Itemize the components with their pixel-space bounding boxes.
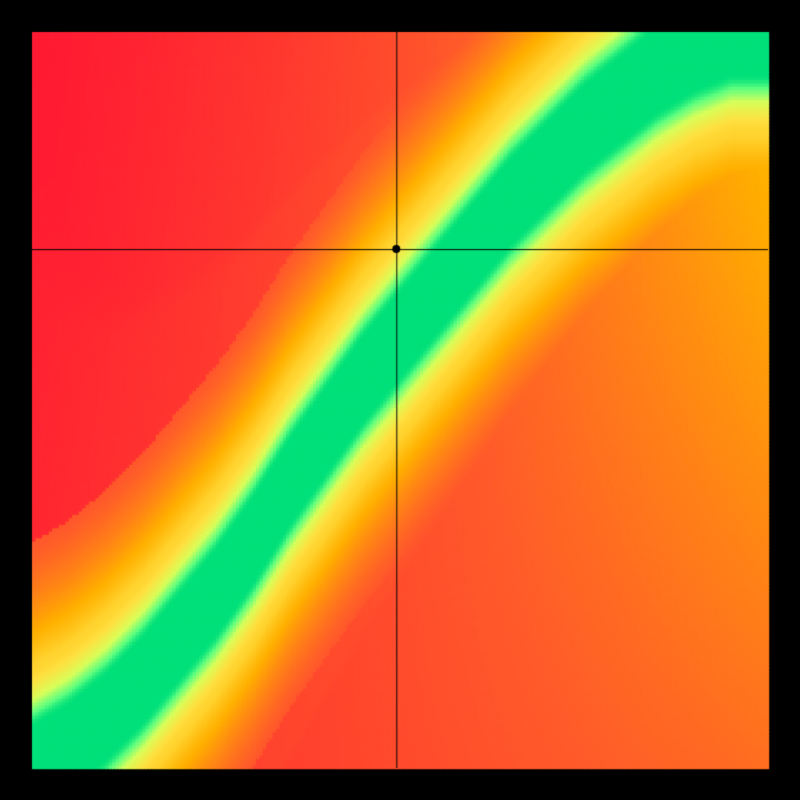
bottleneck-heatmap [0,0,800,800]
chart-container: TheBottlenecker.com [0,0,800,800]
